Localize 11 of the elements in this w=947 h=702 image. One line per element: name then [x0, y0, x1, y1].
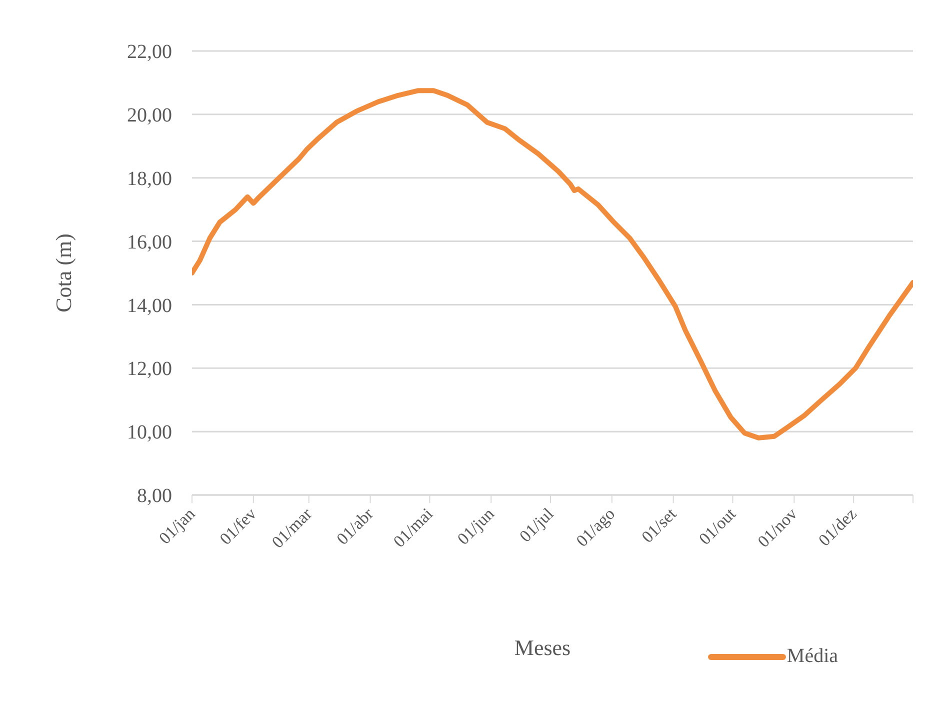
y-tick-label: 12,00 [127, 358, 172, 380]
y-tick-label: 16,00 [127, 231, 172, 254]
y-tick-label: 14,00 [127, 294, 172, 317]
y-tick-label: 22,00 [127, 41, 172, 64]
legend-label: Média [786, 645, 838, 668]
y-tick-label: 20,00 [127, 104, 172, 127]
y-tick-label: 10,00 [127, 422, 172, 444]
y-tick-label: 18,00 [127, 168, 172, 190]
x-axis-title: Meses [514, 635, 571, 660]
y-axis-title: Cota (m) [50, 234, 76, 312]
y-tick-label: 8,00 [137, 485, 172, 508]
